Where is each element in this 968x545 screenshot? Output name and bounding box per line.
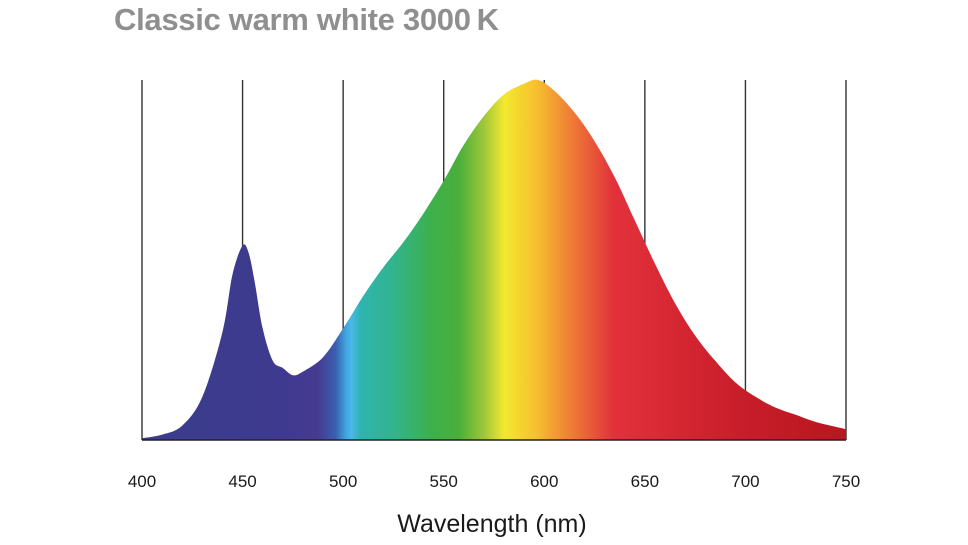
x-axis-title: Wavelength (nm)	[397, 510, 586, 538]
x-tick-label-400: 400	[128, 472, 156, 491]
x-tick-label-750: 750	[832, 472, 860, 491]
x-tick-label-700: 700	[731, 472, 759, 491]
chart-title: Classic warm white 3000 K	[114, 2, 499, 37]
x-tick-label-650: 650	[631, 472, 659, 491]
spectrum-area	[142, 79, 846, 440]
x-tick-labels: 400 450 500 550 600 650 700 750	[128, 472, 860, 491]
x-tick-label-500: 500	[329, 472, 357, 491]
x-tick-label-550: 550	[430, 472, 458, 491]
x-tick-label-600: 600	[530, 472, 558, 491]
x-tick-label-450: 450	[228, 472, 256, 491]
